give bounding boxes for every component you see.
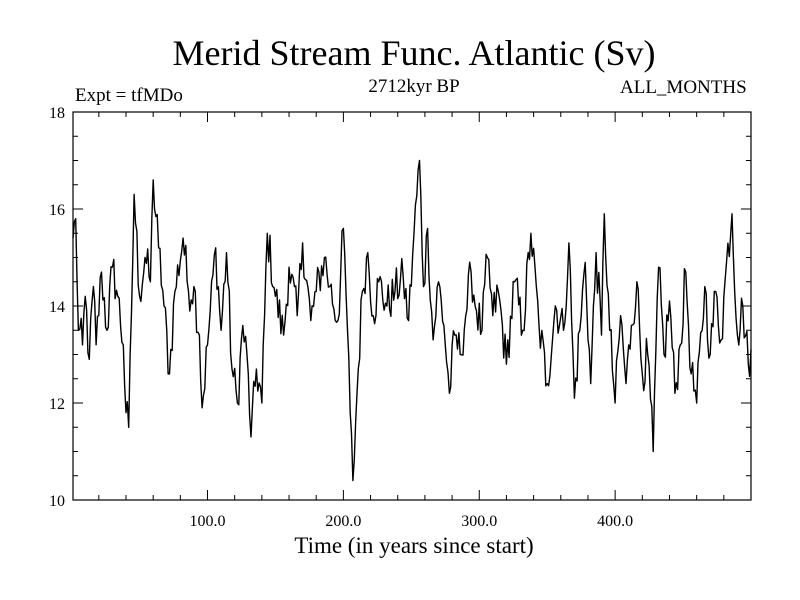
y-tick-label: 16: [49, 202, 65, 219]
axis-ticks: [73, 111, 751, 501]
x-tick-label: 200.0: [325, 513, 361, 530]
plot-frame: [72, 111, 752, 501]
y-tick-label: 14: [49, 299, 65, 316]
y-tick-label: 12: [49, 396, 65, 413]
y-tick-label: 10: [49, 493, 65, 510]
chart-title: Merid Stream Func. Atlantic (Sv): [172, 33, 656, 73]
x-tick-label: 400.0: [597, 513, 633, 530]
y-tick-label: 18: [49, 105, 65, 122]
season-label: ALL_MONTHS: [620, 77, 747, 98]
x-axis-label: Time (in years since start): [294, 533, 534, 558]
x-tick-label: 100.0: [190, 513, 226, 530]
x-tick-label: 300.0: [461, 513, 497, 530]
axis-tick-labels: 100.0 200.0 300.0 400.0 10 12 14 16 18: [49, 105, 633, 530]
series-line: [72, 159, 752, 482]
chart-subtitle: 2712kyr BP: [368, 76, 460, 97]
experiment-label: Expt = tfMDo: [75, 85, 183, 106]
